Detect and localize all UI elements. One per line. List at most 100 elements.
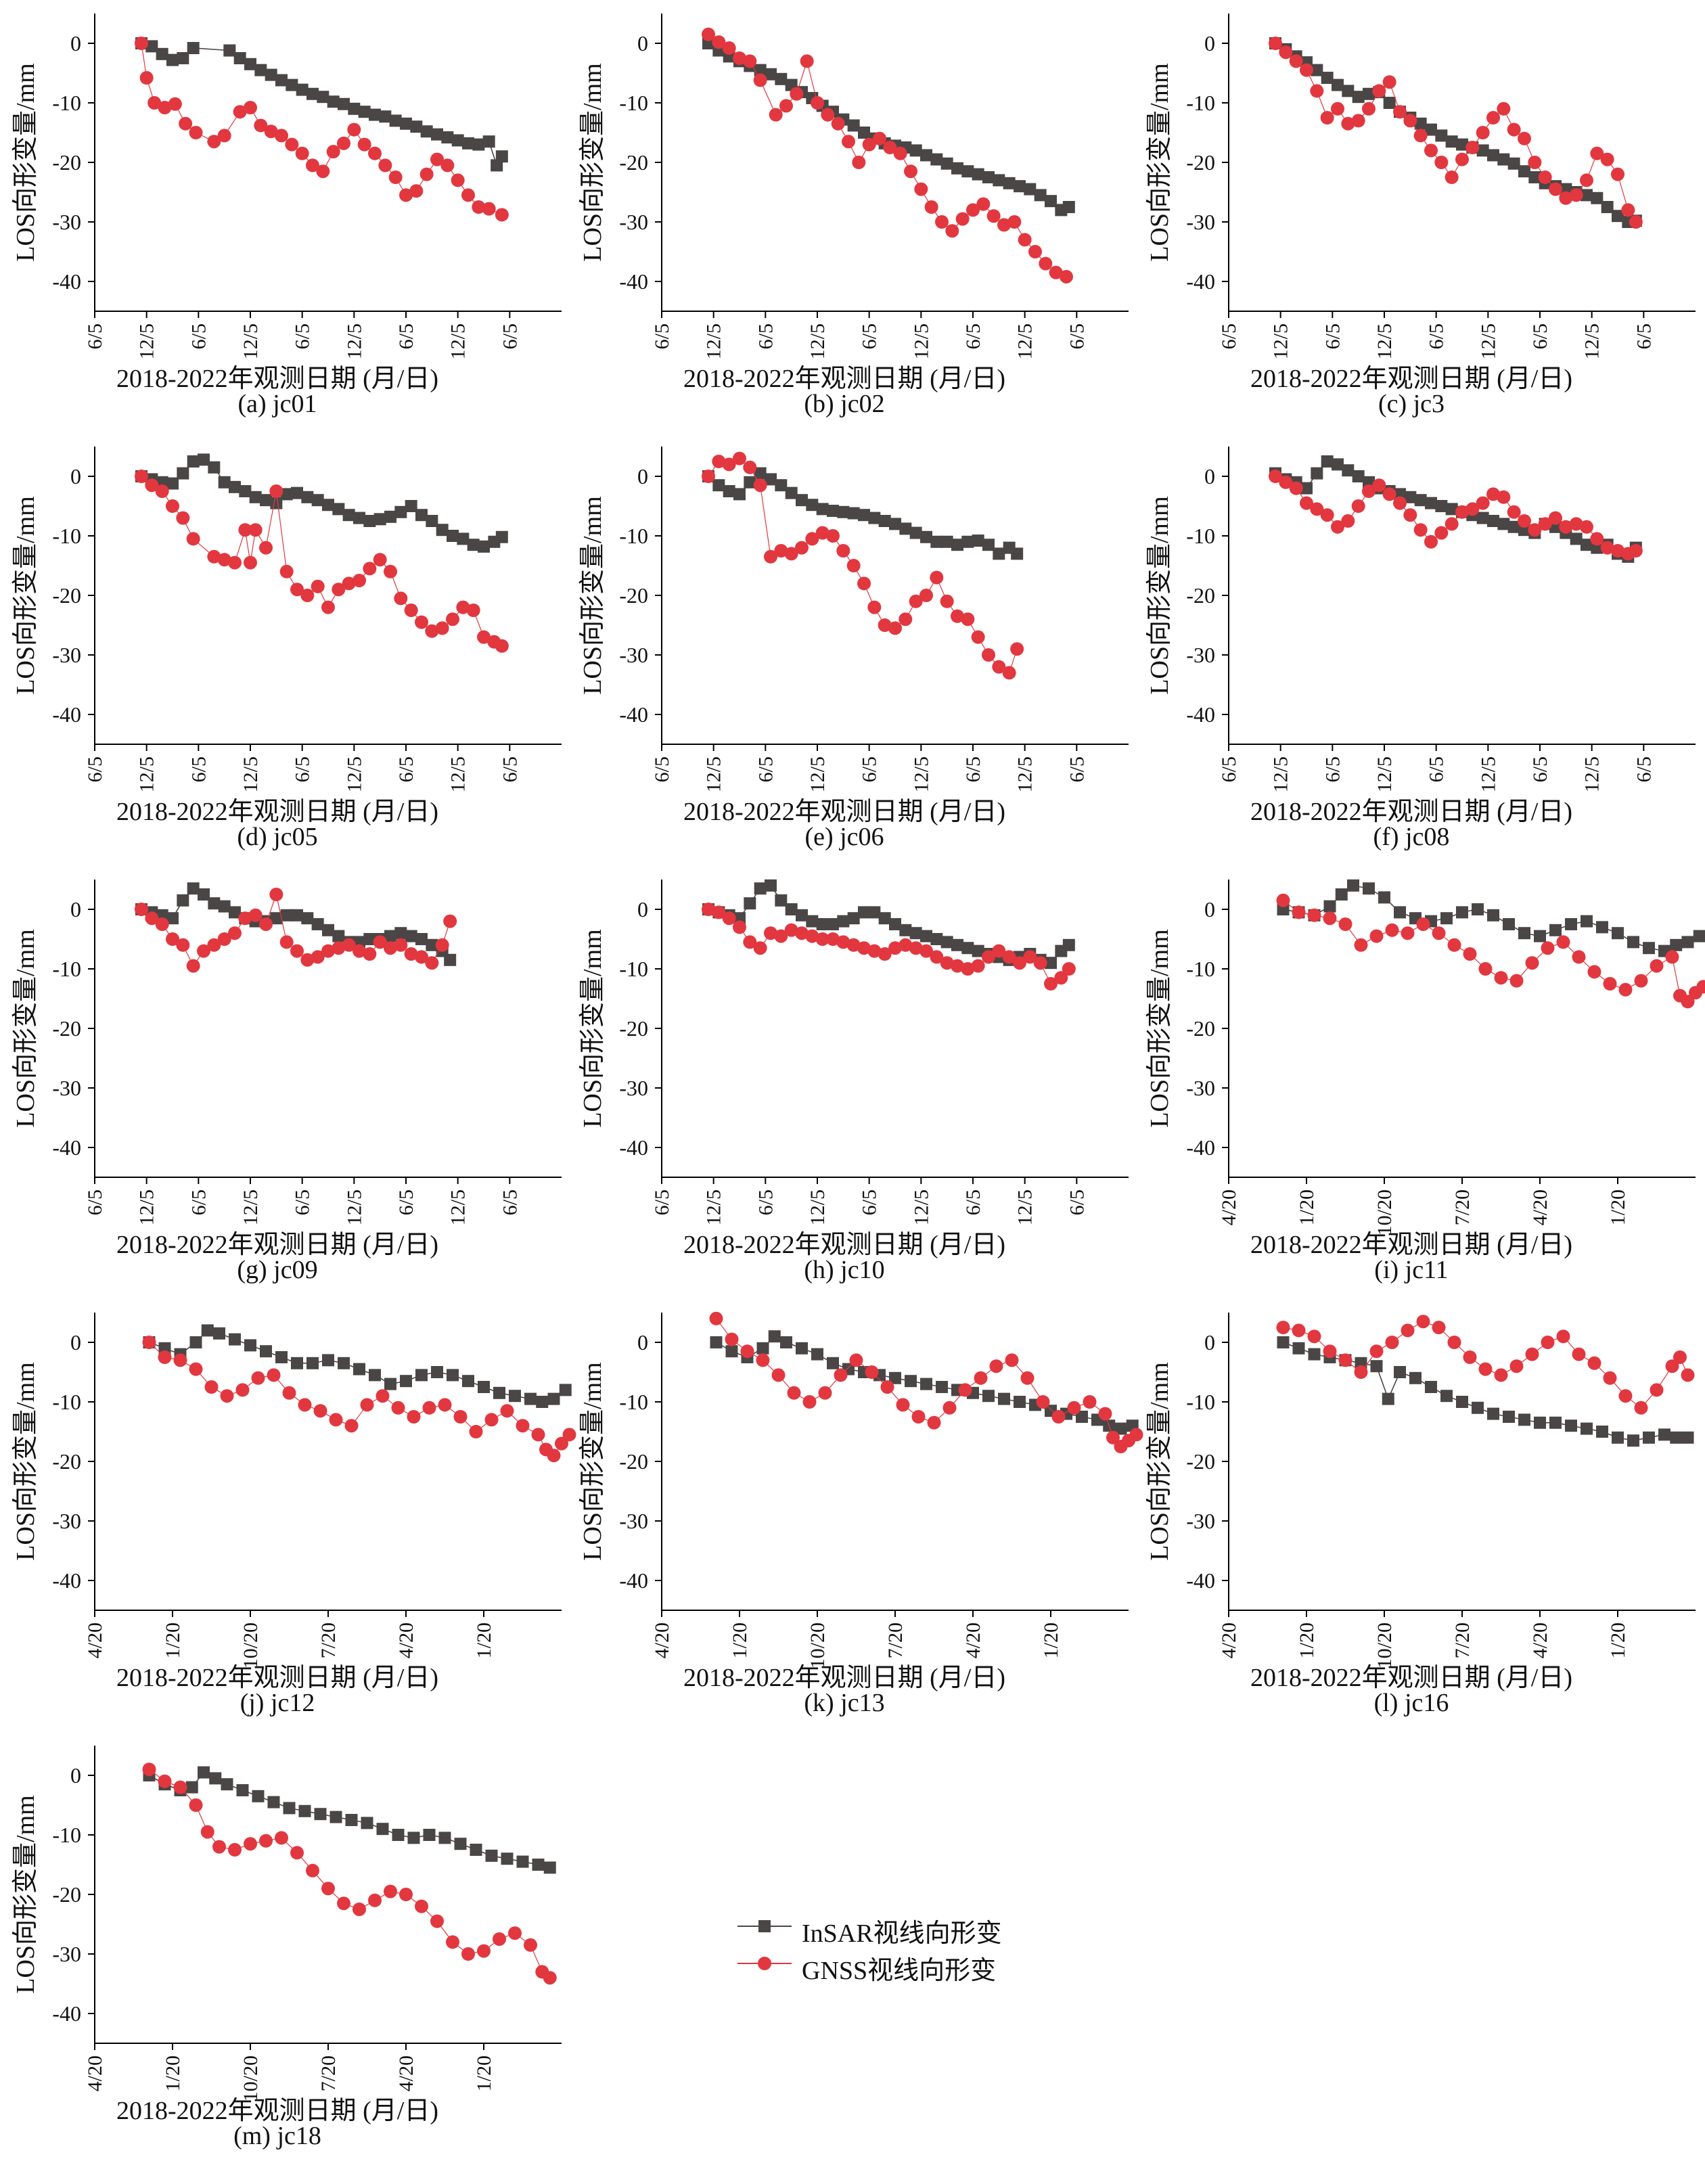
- data-point: [291, 1357, 303, 1369]
- data-point: [435, 938, 449, 952]
- data-point: [1045, 195, 1057, 208]
- data-point: [725, 1345, 738, 1358]
- data-point: [1525, 956, 1539, 970]
- data-point: [228, 1843, 242, 1857]
- data-point: [787, 1386, 801, 1400]
- data-point: [1456, 906, 1468, 919]
- data-point: [438, 1398, 452, 1412]
- data-point: [1549, 182, 1562, 196]
- data-point: [935, 215, 949, 229]
- data-point: [1541, 941, 1555, 955]
- data-point: [753, 941, 767, 955]
- data-point: [212, 1840, 226, 1854]
- data-point: [982, 1390, 995, 1403]
- data-point: [1276, 1321, 1290, 1334]
- x-tick-label: 6/5: [187, 323, 210, 349]
- data-point: [1559, 520, 1573, 534]
- data-point: [1447, 1336, 1461, 1349]
- data-point: [1289, 481, 1303, 495]
- data-point: [831, 116, 845, 131]
- subplot-caption: (f) jc08: [1373, 823, 1450, 851]
- data-point: [1413, 129, 1428, 143]
- y-tick-label: 0: [1204, 897, 1215, 922]
- data-point: [265, 68, 277, 81]
- data-point: [166, 499, 179, 513]
- data-point: [508, 1926, 522, 1940]
- data-point: [426, 938, 438, 951]
- x-axis-label: 2018-2022年观测日期 (月/日): [1250, 365, 1572, 393]
- legend-label-gnss: GNSS视线向形变: [802, 1957, 997, 1985]
- data-point: [238, 523, 252, 537]
- x-tick-label: 6/5: [499, 323, 521, 349]
- data-point: [207, 135, 221, 149]
- x-tick-label: 6/5: [187, 1189, 210, 1215]
- data-point: [811, 1348, 823, 1361]
- data-point: [394, 938, 408, 952]
- data-point: [229, 480, 241, 493]
- y-tick-label: -20: [52, 1449, 81, 1474]
- subplot-3: 0 -10 -20 -30 -40 6/5 12/5 6/5 12/5 6/5 12/5 6/5 12/…: [1134, 0, 1696, 419]
- data-point: [958, 1383, 972, 1397]
- data-point: [1403, 508, 1417, 522]
- data-point: [1013, 956, 1026, 970]
- data-point: [961, 535, 974, 548]
- data-point: [842, 135, 855, 149]
- x-tick-label: 4/20: [1218, 1189, 1240, 1225]
- data-point: [482, 135, 495, 148]
- data-point: [447, 530, 459, 542]
- data-point: [847, 119, 860, 132]
- x-tick-label: 6/5: [1529, 756, 1551, 782]
- x-tick-label: 1/20: [1607, 1622, 1629, 1658]
- data-point: [771, 1368, 786, 1382]
- data-point: [1424, 143, 1438, 158]
- data-point: [158, 1350, 172, 1364]
- data-point: [337, 136, 350, 150]
- data-point: [264, 124, 278, 139]
- data-point: [940, 594, 954, 608]
- data-point: [1011, 547, 1024, 560]
- data-point: [166, 53, 179, 66]
- data-point: [405, 500, 417, 512]
- data-point: [1347, 879, 1359, 892]
- y-tick-label: -30: [52, 1509, 81, 1533]
- data-point: [291, 909, 303, 922]
- data-point: [229, 906, 241, 919]
- data-point: [1463, 1350, 1477, 1364]
- data-point: [765, 68, 777, 81]
- data-point: [971, 630, 985, 644]
- series-gnss: [135, 888, 457, 973]
- data-point: [826, 529, 840, 543]
- data-point: [940, 535, 953, 548]
- data-point: [1487, 515, 1499, 527]
- data-point: [404, 947, 418, 961]
- data-point: [1627, 936, 1639, 949]
- data-point: [1341, 514, 1355, 528]
- data-point: [1650, 1383, 1664, 1397]
- data-point: [1044, 977, 1058, 991]
- data-point: [495, 639, 509, 653]
- data-point: [909, 927, 922, 940]
- x-axis-label: 2018-2022年观测日期 (月/日): [116, 365, 438, 393]
- subplot-1: 0 -10 -20 -30 -40 6/5 12/5 6/5 12/5 6/5 12/5 6/5 12/…: [0, 0, 562, 419]
- data-point: [847, 507, 860, 520]
- x-tick-label: 4/20: [84, 2055, 106, 2091]
- data-point: [207, 938, 221, 952]
- y-tick-label: -20: [1186, 583, 1215, 608]
- data-point: [945, 224, 959, 238]
- x-tick-label: 12/5: [1270, 323, 1292, 359]
- series-gnss: [1276, 1315, 1695, 1415]
- y-tick-label: -20: [1186, 1016, 1215, 1041]
- data-point: [394, 927, 407, 940]
- data-point: [1323, 911, 1337, 926]
- data-point: [1538, 170, 1552, 184]
- data-point: [1494, 971, 1508, 985]
- data-point: [213, 1327, 225, 1340]
- data-point: [818, 1386, 832, 1400]
- x-tick-label: 12/5: [1270, 756, 1292, 792]
- data-point: [827, 505, 839, 518]
- x-tick-label: 6/5: [1321, 323, 1344, 349]
- data-point: [1018, 233, 1032, 247]
- data-point: [982, 950, 995, 964]
- data-point: [493, 1932, 506, 1946]
- data-point: [1269, 470, 1282, 483]
